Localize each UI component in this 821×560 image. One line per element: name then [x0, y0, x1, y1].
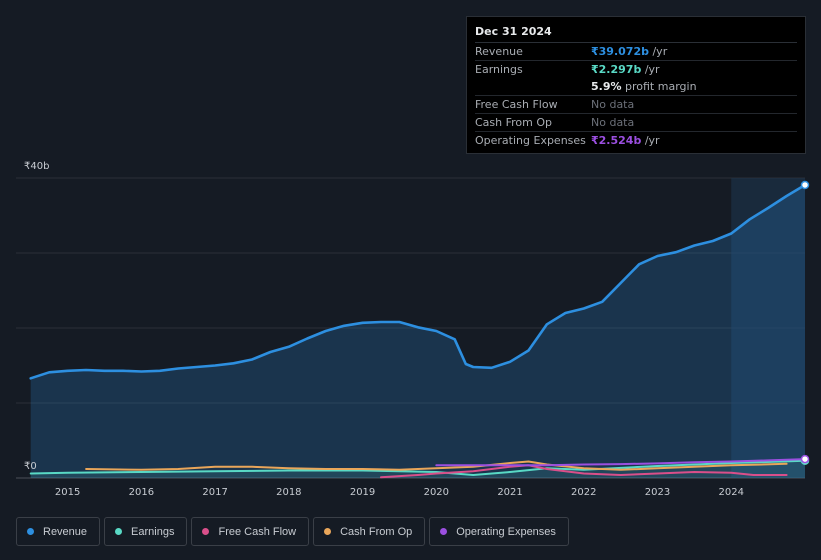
x-tick-label: 2018: [276, 487, 301, 498]
x-tick-label: 2020: [424, 487, 449, 498]
x-tick-label: 2021: [497, 487, 522, 498]
legend-dot-earnings: [115, 528, 123, 535]
legend-dot-revenue: [27, 528, 34, 535]
tooltip-panel: Dec 31 2024 Revenue ₹39.072b /yr Earning…: [466, 16, 806, 154]
legend-item-earnings[interactable]: Earnings: [104, 517, 188, 546]
chart-legend: Revenue Earnings Free Cash Flow Cash Fro…: [16, 517, 569, 546]
legend-item-free-cash-flow[interactable]: Free Cash Flow: [191, 517, 310, 546]
series-line-earnings: [29, 459, 806, 476]
tooltip-value-cfo: No data: [591, 116, 635, 129]
chart-area: ₹40b ₹0 2015 2016 2017 2018 2019 2020 2021 2022 20…: [16, 161, 810, 498]
series-line-free-cash-flow: [380, 464, 788, 479]
legend-label-revenue: Revenue: [43, 525, 88, 538]
x-tick-label: 2023: [645, 487, 670, 498]
tooltip-row-earnings: Earnings ₹2.297b /yr: [475, 61, 797, 78]
series-line-cash-from-op: [85, 460, 788, 471]
x-tick-label: 2016: [129, 487, 154, 498]
legend-item-operating-expenses[interactable]: Operating Expenses: [429, 517, 569, 546]
past-year-highlight: [731, 178, 805, 478]
legend-item-cash-from-op[interactable]: Cash From Op: [313, 517, 426, 546]
tooltip-suffix-margin: profit margin: [621, 80, 697, 93]
y-tick-label-top: ₹40b: [24, 161, 49, 172]
axis-layer: ₹40b ₹0 2015 2016 2017 2018 2019 2020 2021 2022 20…: [24, 161, 744, 498]
series-line-revenue: [29, 183, 807, 380]
tooltip-row-margin: 5.9% profit margin: [475, 78, 797, 96]
series-area-revenue: [30, 185, 805, 478]
series-line-operating-expenses: [435, 458, 806, 467]
legend-item-revenue[interactable]: Revenue: [16, 517, 101, 546]
legend-label-operating-expenses: Operating Expenses: [456, 525, 556, 538]
tooltip-label-opex: Operating Expenses: [475, 134, 586, 147]
legend-label-earnings: Earnings: [131, 525, 175, 538]
y-tick-label-bottom: ₹0: [24, 461, 37, 472]
x-tick-label: 2019: [350, 487, 375, 498]
legend-label-cash-from-op: Cash From Op: [340, 525, 413, 538]
series-layer: [29, 180, 810, 479]
tooltip-value-earnings: ₹2.297b: [591, 63, 642, 76]
tooltip-label-revenue: Revenue: [475, 45, 523, 58]
tooltip-row-revenue: Revenue ₹39.072b /yr: [475, 43, 797, 61]
legend-dot-free-cash-flow: [202, 528, 210, 535]
tooltip-date: Dec 31 2024: [475, 17, 797, 43]
tooltip-row-opex: Operating Expenses ₹2.524b /yr: [475, 132, 797, 149]
tooltip-suffix-revenue: /yr: [648, 45, 668, 58]
tooltip-value-margin: 5.9%: [591, 80, 622, 93]
legend-dot-cash-from-op: [324, 528, 332, 535]
tooltip-value-revenue: ₹39.072b: [591, 45, 649, 58]
endpoint-marker-revenue: [800, 180, 810, 190]
tooltip-suffix-earnings: /yr: [641, 63, 660, 76]
tooltip-label-cfo: Cash From Op: [475, 116, 553, 129]
legend-label-free-cash-flow: Free Cash Flow: [218, 525, 297, 538]
tooltip-value-opex: ₹2.524b: [591, 134, 642, 147]
x-tick-label: 2015: [55, 487, 80, 498]
tooltip-value-fcf: No data: [591, 98, 635, 111]
tooltip-row-fcf: Free Cash Flow No data: [475, 96, 797, 114]
tooltip-suffix-opex: /yr: [641, 134, 660, 147]
endpoint-marker-operating-expenses: [800, 454, 810, 464]
legend-dot-operating-expenses: [440, 528, 448, 535]
tooltip-label-earnings: Earnings: [475, 63, 523, 76]
x-tick-label: 2022: [571, 487, 596, 498]
tooltip-label-fcf: Free Cash Flow: [475, 98, 558, 111]
x-tick-label: 2017: [202, 487, 227, 498]
x-tick-label: 2024: [719, 487, 744, 498]
tooltip-row-cfo: Cash From Op No data: [475, 114, 797, 132]
